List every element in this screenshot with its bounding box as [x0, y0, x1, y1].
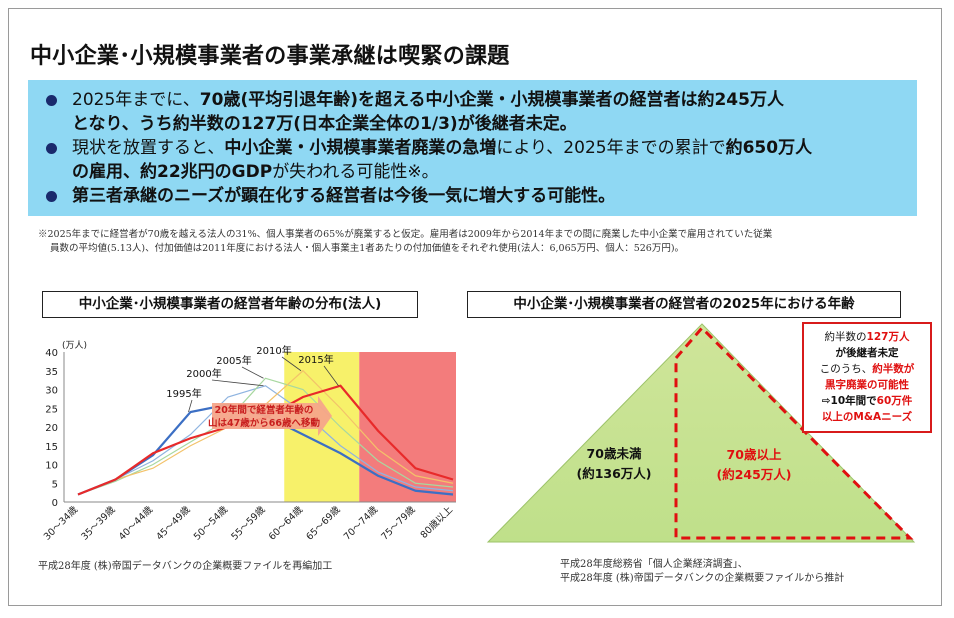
series-leader-line	[281, 356, 302, 372]
series-label: 2010年	[256, 344, 291, 357]
bullet-dot-icon	[46, 143, 57, 154]
right-chart-title: 中小企業･小規模事業者の経営者の2025年における年齢	[467, 291, 901, 318]
series-leader-line	[241, 366, 264, 379]
bullet-text: となり、うち約半数の127万(日本企業全体の1/3)が後継者未定。	[72, 114, 577, 134]
slide-frame	[8, 8, 942, 606]
bullet-text: 第三者承継のニーズが顕在化する経営者は今後一気に増大する可能性。	[72, 186, 616, 206]
left-chart-source: 平成28年度 (株)帝国データバンクの企業概要ファイルを再編加工	[38, 561, 333, 572]
x-tick-label: 55～59歳	[229, 503, 268, 542]
callout-text: 約半数が	[872, 363, 915, 375]
bullet-text: 約22兆円のGDP	[140, 162, 273, 182]
successor-callout: 約半数の127万人 が後継者未定 このうち、約半数が 黒字廃業の可能性 ⇨10年…	[802, 322, 932, 433]
bullet-text: 約650万人	[725, 138, 813, 158]
callout-text: ⇨10年間で	[821, 395, 877, 407]
y-tick-label: 10	[45, 461, 58, 472]
right-source-line-2: 平成28年度 (株)帝国データバンクの企業概要ファイルから推計	[560, 573, 845, 584]
callout-text: 約半数の	[824, 331, 867, 343]
bullet-text: 中小企業・小規模事業者廃業の急増	[224, 138, 497, 158]
shift-annotation-line-2: 山は47歳から66歳へ移動	[208, 417, 320, 429]
bullet-3-line-1: 第三者承継のニーズが顕在化する経営者は今後一気に増大する可能性。	[72, 184, 907, 208]
age-distribution-chart: 0 5 10 15 20 25 30 35 40 (万人) 30～34歳 35～39歳 40～44歳 45…	[41, 340, 456, 543]
series-label: 1995年	[166, 387, 201, 400]
bullet-1-line-1: 2025年までに、70歳(平均引退年齢)を超える中小企業・小規模事業者の経営者は…	[72, 88, 907, 112]
over-70-dashed-region	[674, 325, 914, 540]
bullet-3: 第三者承継のニーズが顕在化する経営者は今後一気に増大する可能性。	[42, 184, 907, 208]
bullet-2: 現状を放置すると、中小企業・小規模事業者廃業の急増により、2025年までの累計で…	[42, 136, 907, 184]
bullet-2-line-2: の雇用、約22兆円のGDPが失われる可能性※。	[72, 160, 907, 184]
y-tick-label: 20	[45, 423, 58, 434]
shift-arrow-shape	[212, 396, 332, 436]
under-70-label: 70歳未満	[587, 446, 642, 461]
bullet-text: を超える中小企業・小規模事業者の経営者は約245万人	[357, 90, 784, 110]
bullet-dot-icon	[46, 191, 57, 202]
y-axis-unit: (万人)	[62, 340, 87, 351]
callout-text: 60万件	[876, 395, 913, 407]
right-source-line-1: 平成28年度総務省「個人企業経済調査」、	[560, 559, 748, 570]
callout-text: が後継者未定	[835, 347, 899, 359]
x-tick-label: 35～39歳	[79, 503, 118, 542]
y-tick-label: 5	[52, 479, 58, 490]
callout-text: 黒字廃業の可能性	[825, 379, 909, 391]
x-tick-label: 80歳以上	[418, 503, 456, 541]
x-tick-label: 65～69歳	[304, 503, 343, 542]
x-tick-label: 45～49歳	[154, 503, 193, 542]
bullet-text: 70歳	[199, 90, 241, 110]
summary-box: 2025年までに、70歳(平均引退年齢)を超える中小企業・小規模事業者の経営者は…	[28, 80, 917, 216]
footnote: ※2025年までに経営者が70歳を越える法人の31%、個人事業者の65%が廃業す…	[38, 228, 918, 256]
over-70-count: (約245万人)	[716, 467, 791, 482]
y-tick-label: 40	[45, 348, 58, 359]
series-line-2000年	[77, 385, 454, 496]
bullet-1: 2025年までに、70歳(平均引退年齢)を超える中小企業・小規模事業者の経営者は…	[42, 88, 907, 136]
callout-text: 127万人	[866, 331, 910, 343]
bullet-text: が失われる可能性※。	[272, 162, 439, 182]
bullet-text: 現状を放置すると、	[72, 138, 225, 158]
bullet-text: 2025年までに、	[72, 90, 200, 110]
page-title: 中小企業･小規模事業者の事業承継は喫緊の課題	[30, 44, 510, 69]
series-line-2005年	[77, 377, 454, 496]
y-tick-label: 30	[45, 386, 58, 397]
right-chart-source: 平成28年度総務省「個人企業経済調査」、 平成28年度 (株)帝国データバンクの…	[560, 558, 844, 586]
series-leader-line	[188, 399, 193, 413]
x-tick-label: 40～44歳	[116, 503, 155, 542]
over-70-label: 70歳以上	[727, 447, 782, 462]
x-tick-label: 60～64歳	[266, 503, 305, 542]
x-tick-label: 50～54歳	[191, 503, 230, 542]
bullet-1-line-2: となり、うち約半数の127万(日本企業全体の1/3)が後継者未定。	[72, 112, 907, 136]
y-tick-label: 25	[45, 404, 58, 415]
left-chart-title: 中小企業･小規模事業者の経営者年齢の分布(法人)	[42, 291, 418, 318]
y-tick-label: 35	[45, 367, 58, 378]
x-tick-label: 30～34歳	[41, 503, 80, 542]
series-leader-line	[323, 365, 339, 386]
x-tick-label: 70～74歳	[341, 503, 380, 542]
bullet-text: の雇用、	[72, 162, 140, 182]
x-tick-label: 75～79歳	[379, 503, 418, 542]
footnote-line-1: ※2025年までに経営者が70歳を越える法人の31%、個人事業者の65%が廃業す…	[38, 229, 773, 240]
series-leader-line	[211, 379, 264, 387]
series-label: 2005年	[216, 354, 251, 367]
series-label: 2015年	[298, 353, 333, 366]
under-70-count: (約136万人)	[576, 466, 651, 481]
bullet-text: (平均引退年齢)	[240, 90, 358, 110]
callout-text: 以上のM&Aニーズ	[821, 411, 913, 423]
age-2025-pyramid: 70歳未満 (約136万人) 70歳以上 (約245万人)	[486, 323, 916, 543]
bullet-dot-icon	[46, 95, 57, 106]
bullet-text: により、2025年までの累計で	[496, 138, 726, 158]
callout-text: このうち、	[819, 363, 873, 375]
shift-annotation-line-1: 20年間で経営者年齢の	[215, 404, 314, 416]
bullet-2-line-1: 現状を放置すると、中小企業・小規模事業者廃業の急増により、2025年までの累計で…	[72, 136, 907, 160]
y-tick-label: 0	[52, 498, 58, 509]
series-label: 2000年	[186, 367, 221, 380]
footnote-line-2: 員数の平均値(5.13人)、付加価値は2011年度における法人・個人事業主1者あ…	[50, 243, 685, 254]
y-tick-label: 15	[45, 442, 58, 453]
